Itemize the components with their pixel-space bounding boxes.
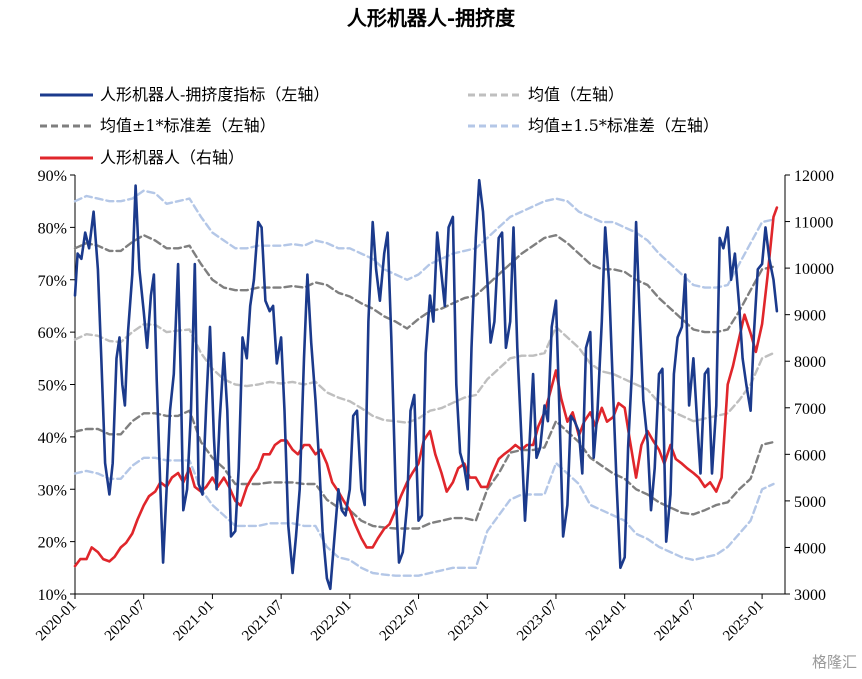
legend-label-price: 人形机器人（右轴） — [100, 148, 244, 167]
y-right-tick-label: 4000 — [794, 540, 826, 557]
x-tick-label: 2020-07 — [102, 597, 149, 644]
axes: 10% 20% 30% 40% 50% 60% 70% 80% 90% 3000 4000 5000 6… — [33, 168, 834, 644]
x-tick-label: 2023-01 — [445, 598, 492, 645]
y-left-tick-label: 80% — [38, 220, 67, 237]
series-line-crowding — [73, 178, 779, 591]
x-tick-label: 2022-07 — [377, 597, 424, 644]
y-right-tick-label: 10000 — [794, 261, 834, 278]
y-left-tick-label: 90% — [38, 168, 67, 185]
legend-item-price: 人形机器人（右轴） — [40, 148, 244, 167]
y-left-tick-label: 70% — [38, 273, 67, 290]
x-tick-label: 2023-07 — [514, 597, 561, 644]
y-right-tick-label: 11000 — [794, 215, 833, 232]
chart-title: 人形机器人-拥挤度 — [347, 6, 516, 30]
y-left-tick-label: 50% — [38, 378, 67, 395]
y-left-tick-label: 20% — [38, 535, 67, 552]
legend-label-band15: 均值±1.5*标准差（左轴） — [528, 116, 719, 135]
y-left-tick-label: 60% — [38, 325, 67, 342]
legend: 人形机器人-拥挤度指标（左轴） 均值（左轴） 均值±1*标准差（左轴） 均值±1… — [40, 85, 719, 167]
legend-label-crowding: 人形机器人-拥挤度指标（左轴） — [100, 85, 329, 104]
watermark-text: 格隆汇 — [812, 653, 857, 671]
x-tick-label: 2021-01 — [171, 598, 218, 645]
legend-item-crowding: 人形机器人-拥挤度指标（左轴） — [40, 85, 329, 104]
x-tick-label: 2024-07 — [652, 597, 699, 644]
x-tick-label: 2020-01 — [33, 598, 80, 645]
y-left-tick-label: 10% — [38, 587, 67, 604]
y-right-tick-label: 9000 — [794, 308, 826, 325]
plot-area — [73, 178, 779, 591]
series-line-band1-upper — [73, 234, 775, 334]
y-left-tick-label: 40% — [38, 430, 67, 447]
series-line-band15-lower — [73, 456, 775, 577]
series-line-band15-upper — [73, 189, 775, 289]
x-tick-label: 2025-01 — [720, 598, 767, 645]
x-tick-label: 2022-01 — [308, 598, 355, 645]
y-right-tick-label: 12000 — [794, 168, 834, 185]
legend-label-band1: 均值±1*标准差（左轴） — [100, 116, 276, 135]
series-line-price — [73, 206, 779, 568]
legend-label-mean: 均值（左轴） — [528, 85, 624, 104]
y-right-tick-label: 7000 — [794, 401, 826, 418]
y-right-tick-label: 5000 — [794, 494, 826, 511]
y-right-tick-label: 3000 — [794, 587, 826, 604]
y-right-tick-label: 6000 — [794, 447, 826, 464]
x-tick-label: 2021-07 — [239, 597, 286, 644]
legend-item-mean: 均值（左轴） — [468, 85, 624, 104]
legend-item-band1: 均值±1*标准差（左轴） — [40, 116, 276, 135]
x-tick-label: 2024-01 — [583, 598, 630, 645]
y-left-tick-label: 30% — [38, 482, 67, 499]
y-right-tick-label: 8000 — [794, 354, 826, 371]
legend-item-band15: 均值±1.5*标准差（左轴） — [468, 116, 719, 135]
